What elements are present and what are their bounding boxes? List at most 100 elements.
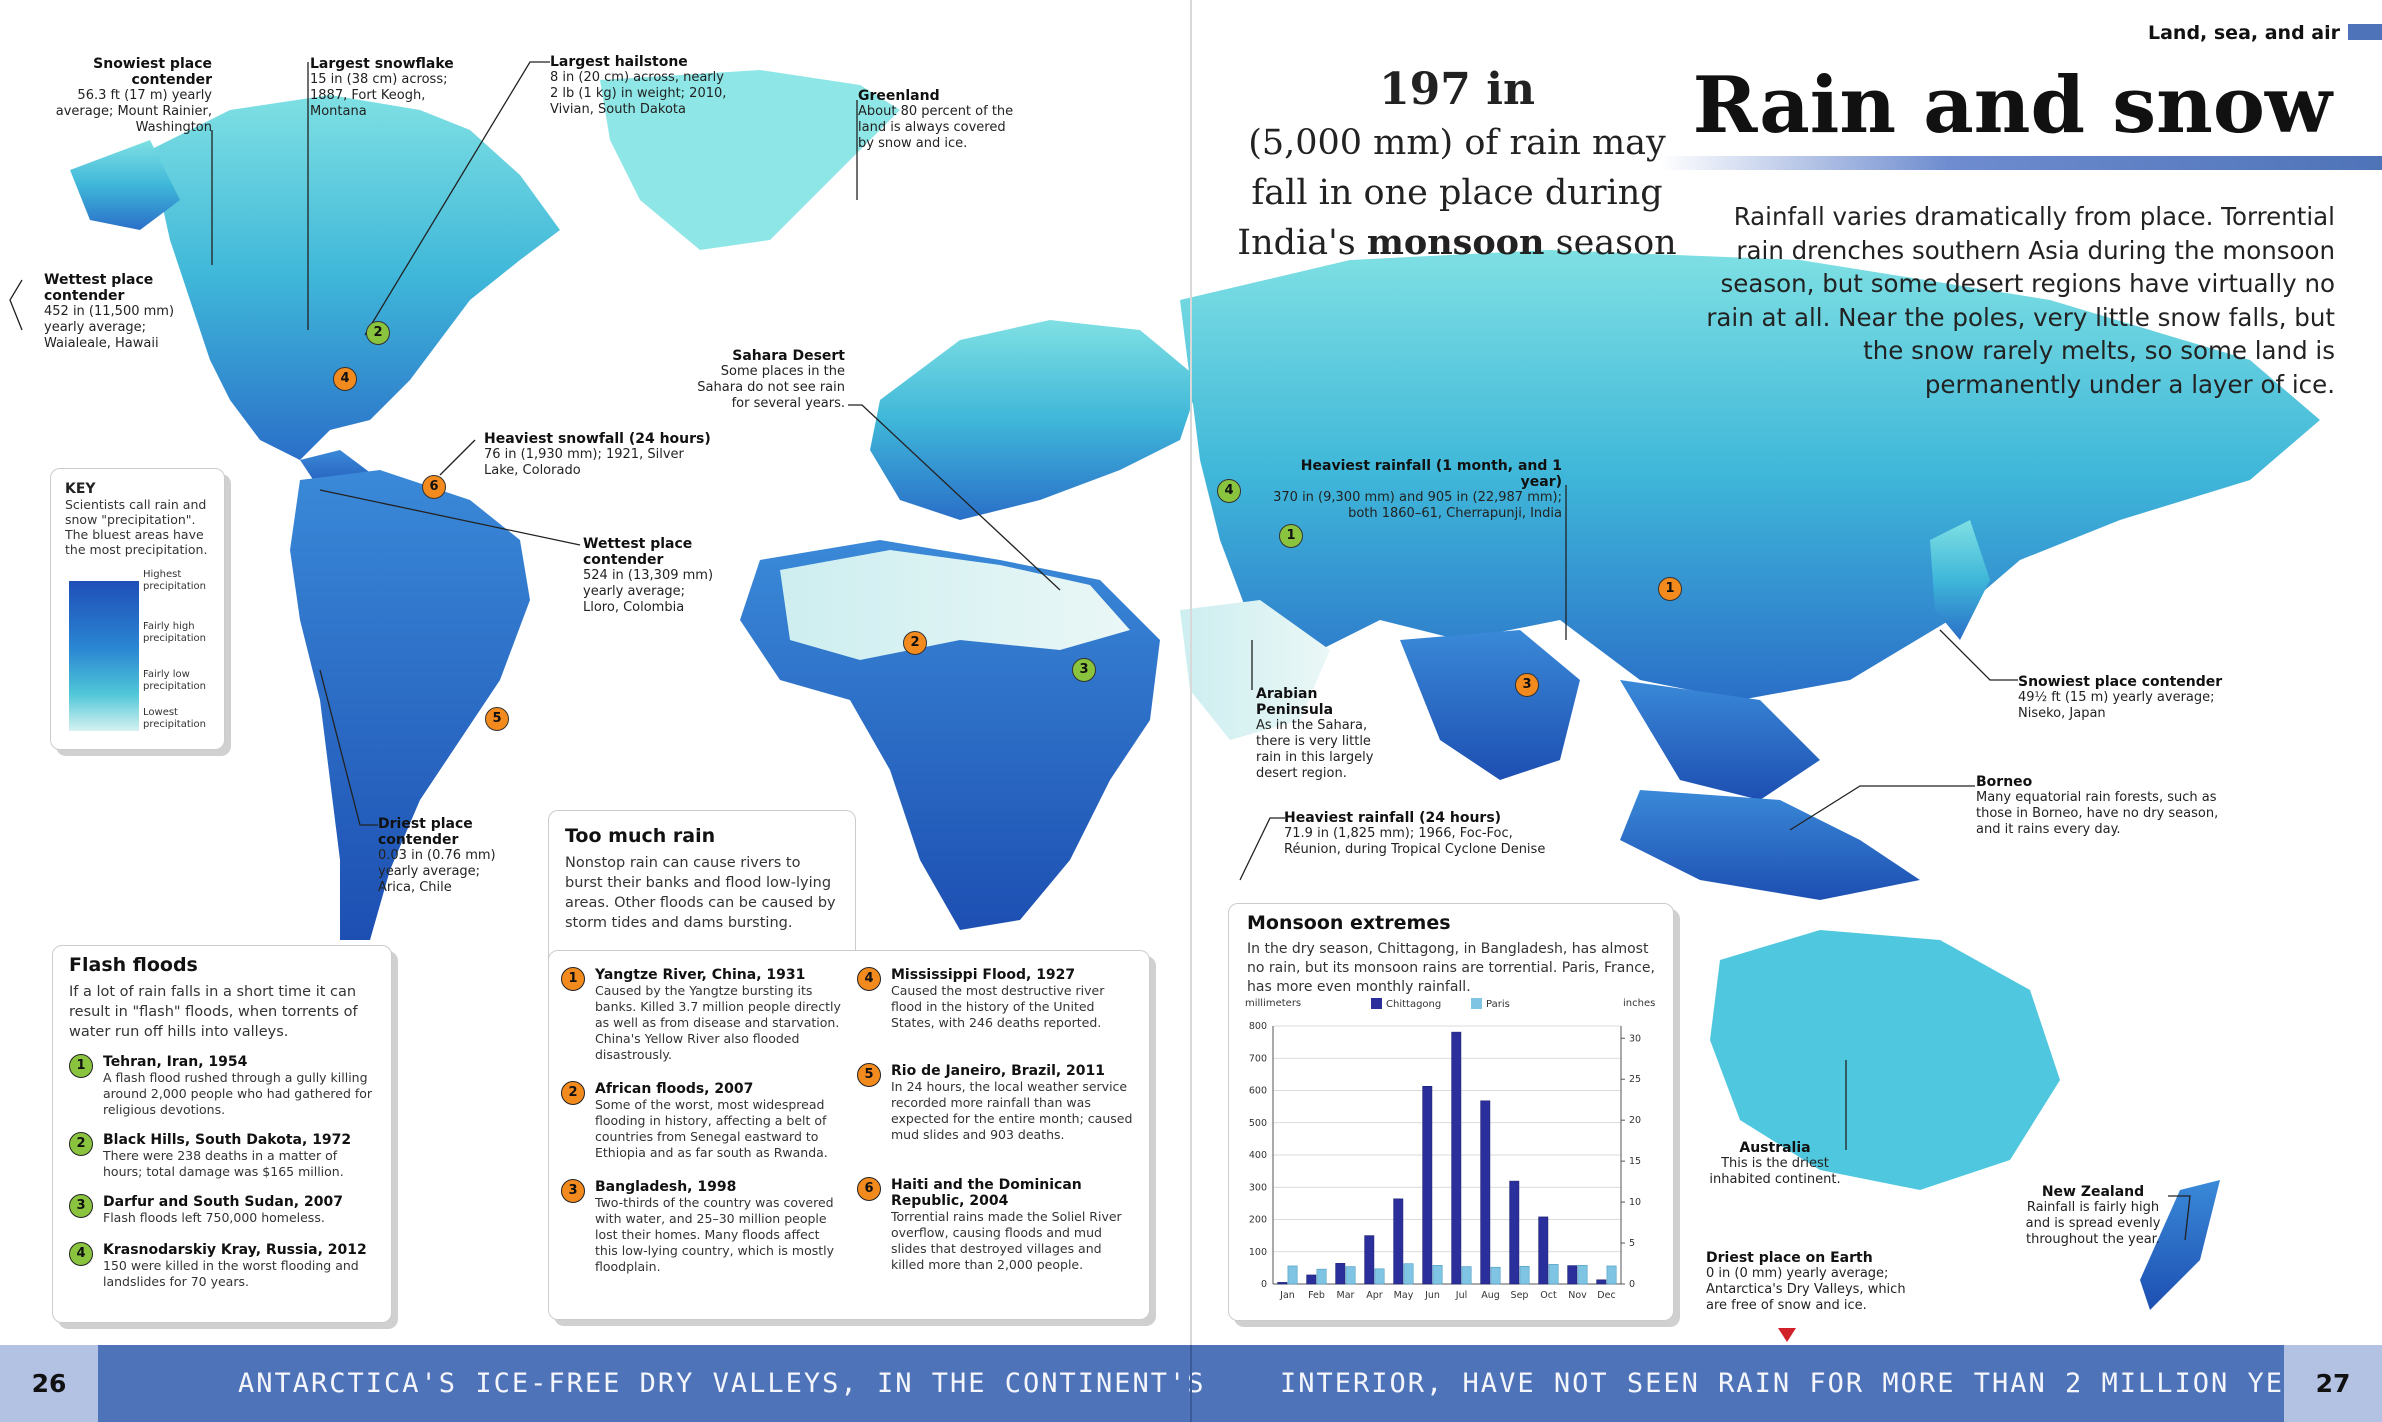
- callout-line-1: (5,000 mm) of rain may: [1248, 123, 1666, 163]
- too-much-rain-intro: Nonstop rain can cause rivers to burst t…: [565, 855, 836, 931]
- item-title: Krasnodarskiy Kray, Russia, 2012: [103, 1242, 367, 1258]
- x-tick-label: Nov: [1568, 1290, 1587, 1301]
- legend-swatch-paris: [1471, 998, 1482, 1009]
- item-title: Darfur and South Sudan, 2007: [103, 1194, 343, 1210]
- page-number-right: 27: [2284, 1345, 2382, 1422]
- label-title: Heaviest snowfall (24 hours): [484, 431, 711, 447]
- flood-marker-4: 4: [333, 367, 357, 391]
- south-america-landmass: [290, 470, 530, 940]
- bar-chittagong-jun: [1422, 1086, 1433, 1285]
- item-text: Caused by the Yangtze bursting its banks…: [595, 983, 841, 1062]
- x-tick-label: Feb: [1308, 1290, 1325, 1301]
- label-title: Driest place contender: [378, 816, 473, 848]
- footer-text-right: INTERIOR, HAVE NOT SEEN RAIN FOR MORE TH…: [1280, 1368, 2358, 1399]
- flood-marker-6: 6: [422, 475, 446, 499]
- label-title: Borneo: [1976, 774, 2033, 790]
- section-tag-bar: [2348, 24, 2382, 40]
- y-tick-label: 700: [1249, 1053, 1267, 1064]
- flood-marker-1: 1: [1658, 577, 1682, 601]
- bar-paris-jul: [1461, 1266, 1472, 1285]
- key-text: Scientists call rain and snow "precipita…: [65, 497, 208, 557]
- flash-item-4: 4 Krasnodarskiy Kray, Russia, 2012 150 wer…: [69, 1242, 379, 1290]
- label-snowiest-us: Snowiest place contender 56.3 ft (17 m) y…: [30, 56, 212, 136]
- y2-tick-label: 5: [1629, 1238, 1635, 1249]
- flash-item-2: 2 Black Hills, South Dakota, 1972 There we…: [69, 1132, 379, 1180]
- key-level-2: Fairly high precipitation: [143, 621, 206, 644]
- flood-marker-5: 5: [485, 707, 509, 731]
- section-tag: Land, sea, and air: [2147, 22, 2340, 44]
- item-text: Caused the most destructive river flood …: [891, 983, 1105, 1030]
- callout-monsoon-word: monsoon: [1366, 222, 1545, 263]
- label-borneo: Borneo Many equatorial rain forests, such…: [1976, 774, 2226, 838]
- label-title: Snowiest place contender: [2018, 674, 2223, 690]
- label-title: Greenland: [858, 88, 940, 104]
- number-badge: 2: [69, 1132, 93, 1156]
- page-title: Rain and snow: [1692, 60, 2332, 151]
- label-text: Many equatorial rain forests, such as th…: [1976, 790, 2219, 837]
- callout-line-3-pre: India's: [1237, 223, 1367, 263]
- label-text: 56.3 ft (17 m) yearly average; Mount Rai…: [55, 88, 212, 135]
- footer-text-left: ANTARCTICA'S ICE-FREE DRY VALLEYS, IN TH…: [238, 1368, 1206, 1399]
- item-title: Yangtze River, China, 1931: [595, 967, 806, 983]
- bar-paris-oct: [1548, 1264, 1559, 1285]
- number-badge: 1: [69, 1054, 93, 1078]
- bar-paris-apr: [1374, 1268, 1385, 1285]
- label-heaviest-rainfall-24h: Heaviest rainfall (24 hours) 71.9 in (1,8…: [1284, 810, 1564, 858]
- world-precipitation-map: [9, 0, 2320, 1345]
- label-largest-snowflake: Largest snowflake 15 in (38 cm) across; 1…: [310, 56, 460, 120]
- label-greenland: Greenland About 80 percent of the land is…: [858, 88, 1018, 152]
- australia-landmass: [1710, 930, 2060, 1190]
- key-panel: KEY Scientists call rain and snow "preci…: [50, 468, 225, 750]
- label-arabian-peninsula: Arabian Peninsula As in the Sahara, there…: [1256, 686, 1386, 782]
- label-text: 8 in (20 cm) across, nearly 2 lb (1 kg) …: [550, 70, 727, 117]
- flood-item-2: 2 African floods, 2007 Some of the worst, …: [561, 1081, 841, 1161]
- label-heaviest-rainfall-month: Heaviest rainfall (1 month, and 1 year) 3…: [1270, 458, 1562, 522]
- item-title: Haiti and the Dominican Republic, 2004: [891, 1177, 1082, 1209]
- number-badge: 4: [857, 967, 881, 991]
- key-level-4: Lowest precipitation: [143, 707, 206, 730]
- label-title: Largest hailstone: [550, 54, 688, 70]
- number-badge: 3: [69, 1194, 93, 1218]
- label-wettest-hawaii: Wettest place contender 452 in (11,500 mm…: [44, 272, 194, 352]
- south-asia-monsoon: [1400, 630, 1580, 780]
- monsoon-intro: In the dry season, Chittagong, in Bangla…: [1247, 941, 1655, 995]
- y-tick-label: 500: [1249, 1118, 1267, 1129]
- y-tick-label: 100: [1249, 1247, 1267, 1258]
- flood-item-6: 6 Haiti and the Dominican Republic, 2004 T…: [857, 1177, 1137, 1273]
- europe-landmass: [870, 320, 1200, 520]
- number-badge: 2: [561, 1081, 585, 1105]
- label-title: Wettest place contender: [583, 536, 693, 568]
- label-text: 452 in (11,500 mm) yearly average; Waial…: [44, 304, 175, 351]
- footer-bar: 26 ANTARCTICA'S ICE-FREE DRY VALLEYS, IN…: [0, 1345, 2382, 1422]
- too-much-rain-title: Too much rain: [565, 825, 716, 847]
- label-text: 370 in (9,300 mm) and 905 in (22,987 mm)…: [1273, 490, 1562, 521]
- flash-item-3: 3 Darfur and South Sudan, 2007 Flash flood…: [69, 1194, 379, 1226]
- x-tick-label: Apr: [1366, 1290, 1383, 1301]
- y-tick-label: 300: [1249, 1182, 1267, 1193]
- x-tick-label: Dec: [1597, 1290, 1615, 1301]
- label-title: Australia: [1739, 1140, 1811, 1156]
- item-text: Torrential rains made the Soliel River o…: [891, 1209, 1122, 1272]
- monsoon-panel: Monsoon extremes In the dry season, Chit…: [1228, 903, 1674, 1321]
- key-level-3: Fairly low precipitation: [143, 669, 206, 692]
- footer-divider: [1190, 1345, 1192, 1422]
- bar-paris-jun: [1432, 1264, 1443, 1285]
- label-title: Wettest place contender: [44, 272, 154, 304]
- item-title: Bangladesh, 1998: [595, 1179, 737, 1195]
- label-heaviest-snowfall: Heaviest snowfall (24 hours) 76 in (1,930…: [484, 431, 714, 479]
- too-much-rain-panel: Too much rain Nonstop rain can cause riv…: [548, 810, 856, 960]
- label-wettest-colombia: Wettest place contender 524 in (13,309 mm…: [583, 536, 723, 616]
- bar-paris-jan: [1287, 1265, 1298, 1285]
- callout-line-2: fall in one place during: [1251, 173, 1663, 213]
- label-text: Some places in the Sahara do not see rai…: [697, 364, 845, 411]
- indonesia-borneo: [1620, 790, 1920, 900]
- flash-floods-intro: If a lot of rain falls in a short time i…: [69, 984, 358, 1040]
- bar-chittagong-jan: [1277, 1282, 1288, 1285]
- flood-marker-3: 3: [1515, 673, 1539, 697]
- label-title: Snowiest place contender: [93, 56, 212, 88]
- flash-marker-4: 4: [1217, 479, 1241, 503]
- flash-floods-panel: Flash floods If a lot of rain falls in a…: [52, 945, 392, 1323]
- x-tick-label: Mar: [1337, 1290, 1355, 1301]
- bar-paris-feb: [1316, 1268, 1327, 1285]
